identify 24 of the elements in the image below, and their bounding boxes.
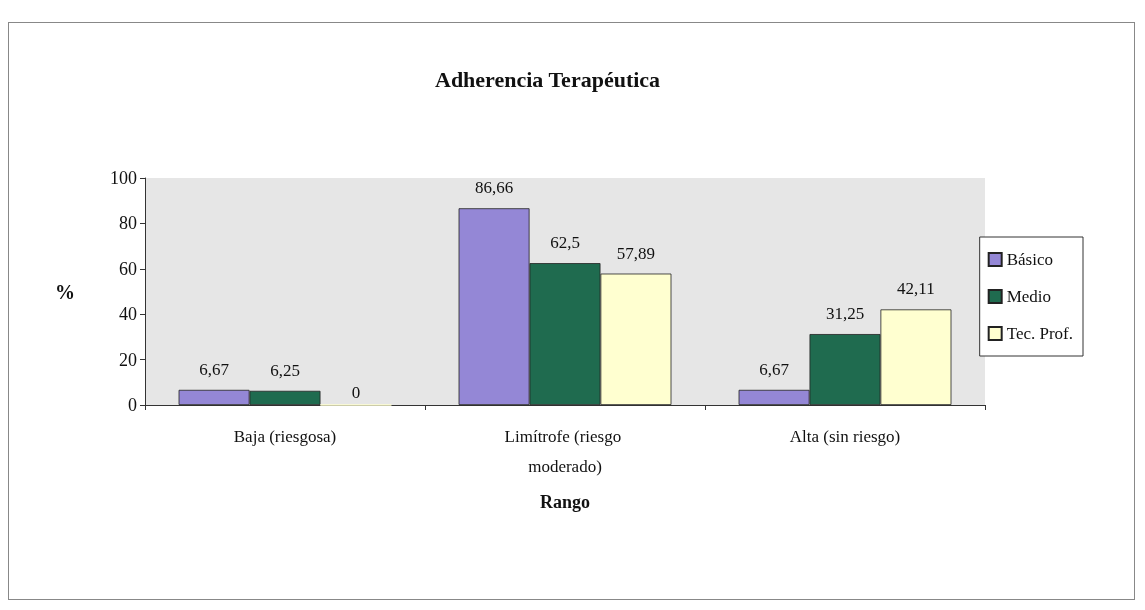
y-axis-title: % <box>55 280 75 303</box>
x-tick-label: Limítrofe (riesgo moderado) <box>504 426 626 476</box>
data-label: 6,25 <box>270 360 300 380</box>
y-tick-label: 20 <box>119 349 137 370</box>
y-tick-label: 80 <box>119 213 137 234</box>
legend-label: Medio <box>1006 287 1052 306</box>
data-label: 42,11 <box>897 279 935 299</box>
x-axis-title: Rango <box>539 492 591 512</box>
data-label: 31,25 <box>825 304 865 324</box>
y-tick-label: 60 <box>119 258 137 279</box>
data-label: 6,67 <box>759 359 790 379</box>
chart-title: Adherencia Terapéutica <box>435 66 661 92</box>
y-tick-label: 100 <box>110 168 137 188</box>
data-label: 62,5 <box>550 233 580 253</box>
legend-label: Tec. Prof. <box>1006 324 1074 343</box>
x-tick-label: Alta (sin riesgo) <box>789 426 901 446</box>
y-tick-label: 0 <box>128 395 137 415</box>
data-label: 0 <box>351 382 361 402</box>
data-label: 6,67 <box>199 359 230 379</box>
x-tick-label: Baja (riesgosa) <box>233 426 337 446</box>
data-label: 86,66 <box>474 178 514 198</box>
y-tick-label: 40 <box>119 304 137 325</box>
legend-label: Básico <box>1006 250 1053 269</box>
data-label: 57,89 <box>616 243 656 263</box>
